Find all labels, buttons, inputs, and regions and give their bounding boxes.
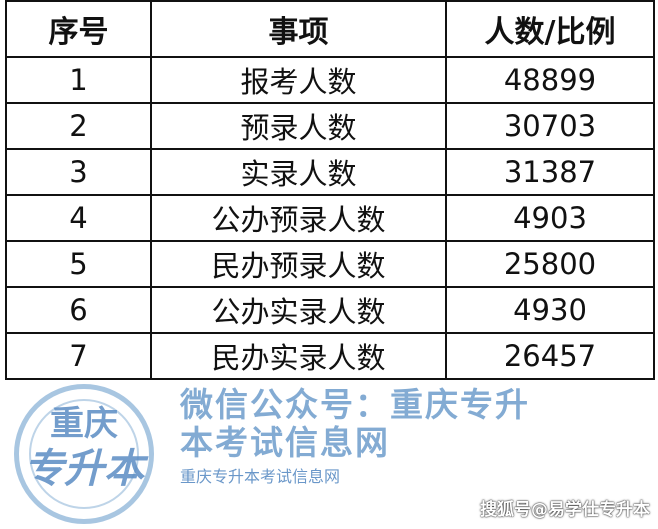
cell-item: 公办实录人数 <box>150 286 447 334</box>
cell-index: 2 <box>5 102 152 150</box>
stamp-ring-text: 重庆专升本考试信息网 <box>180 467 341 486</box>
header-index: 序号 <box>5 0 152 58</box>
cell-item: 实录人数 <box>150 148 447 196</box>
cell-count: 4903 <box>445 194 655 242</box>
watermark-stamp: 重庆 专升本 <box>14 384 154 524</box>
table-row: 3 实录人数 31387 <box>5 148 655 196</box>
data-table: 序号 事项 人数/比例 1 报考人数 48899 2 预录人数 30703 3 实录人数 3… <box>5 0 655 380</box>
cell-item: 报考人数 <box>150 56 447 104</box>
header-count: 人数/比例 <box>445 0 655 58</box>
cell-count: 4930 <box>445 286 655 334</box>
cell-index: 4 <box>5 194 152 242</box>
source-tag: 搜狐号@易学仕专升本 <box>480 500 650 520</box>
cell-count: 25800 <box>445 240 655 288</box>
cell-index: 5 <box>5 240 152 288</box>
cell-item: 民办预录人数 <box>150 240 447 288</box>
table-row: 4 公办预录人数 4903 <box>5 194 655 242</box>
stamp-center-text-2: 专升本 <box>24 446 144 492</box>
cell-index: 6 <box>5 286 152 334</box>
header-row: 序号 事项 人数/比例 <box>5 0 655 58</box>
watermark-text: 微信公众号：重庆专升本考试信息网 <box>180 385 530 462</box>
cell-index: 3 <box>5 148 152 196</box>
table-row: 7 民办实录人数 26457 <box>5 332 655 380</box>
table-row: 5 民办预录人数 25800 <box>5 240 655 288</box>
cell-index: 1 <box>5 56 152 104</box>
cell-index: 7 <box>5 332 152 380</box>
cell-item: 民办实录人数 <box>150 332 447 380</box>
table-row: 1 报考人数 48899 <box>5 56 655 104</box>
cell-count: 30703 <box>445 102 655 150</box>
cell-item: 预录人数 <box>150 102 447 150</box>
cell-count: 31387 <box>445 148 655 196</box>
cell-item: 公办预录人数 <box>150 194 447 242</box>
cell-count: 48899 <box>445 56 655 104</box>
cell-count: 26457 <box>445 332 655 380</box>
stamp-inner-ring <box>29 399 139 509</box>
table-row: 2 预录人数 30703 <box>5 102 655 150</box>
header-item: 事项 <box>150 0 447 58</box>
table-row: 6 公办实录人数 4930 <box>5 286 655 334</box>
stamp-center-text-1: 重庆 <box>50 404 118 444</box>
